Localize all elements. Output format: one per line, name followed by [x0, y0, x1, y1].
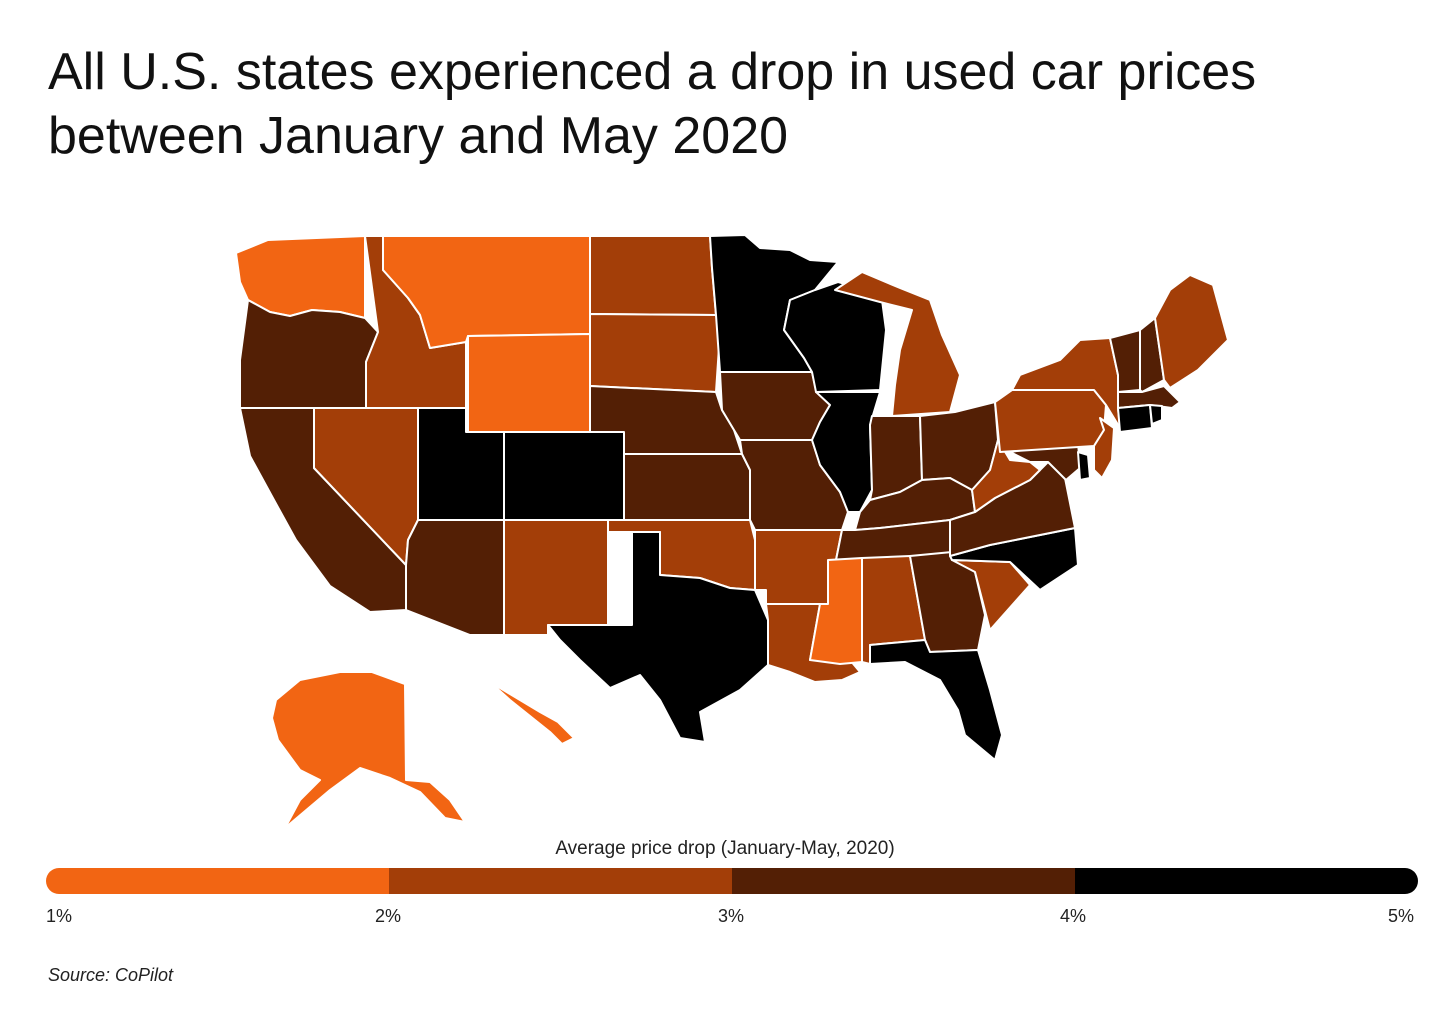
legend-tick-4: 4%: [1060, 906, 1087, 926]
legend-segment-2-3: [389, 868, 732, 894]
state-nh[interactable]: [1139, 317, 1165, 393]
color-scale-legend: [46, 868, 1418, 894]
state-de[interactable]: [1077, 451, 1091, 481]
state-co[interactable]: [503, 431, 625, 521]
state-nj[interactable]: [1093, 417, 1115, 479]
state-nm[interactable]: [503, 519, 609, 636]
state-hi[interactable]: [489, 681, 575, 745]
legend-segment-4-5: [1075, 868, 1418, 894]
state-me[interactable]: [1154, 274, 1229, 389]
legend-tick-5: 5%: [1388, 906, 1415, 926]
state-wi[interactable]: [783, 281, 887, 393]
state-fl[interactable]: [869, 639, 1003, 761]
state-wv[interactable]: [971, 439, 1041, 513]
legend-title: Average price drop (January-May, 2020): [555, 838, 895, 859]
state-ri[interactable]: [1149, 404, 1163, 425]
us-choropleth-map: [235, 234, 1229, 829]
legend-segment-1-2: [46, 868, 389, 894]
state-az[interactable]: [405, 519, 505, 636]
state-nd[interactable]: [589, 235, 717, 316]
state-tx[interactable]: [547, 531, 769, 743]
state-ks[interactable]: [623, 453, 751, 521]
legend-segment-3-4: [732, 868, 1075, 894]
state-sd[interactable]: [589, 313, 721, 393]
state-ct[interactable]: [1117, 404, 1153, 433]
state-pa[interactable]: [994, 389, 1107, 453]
state-wy[interactable]: [467, 333, 591, 433]
chart-title: All U.S. states experienced a drop in us…: [48, 43, 1257, 165]
state-or[interactable]: [239, 299, 379, 409]
legend-tick-3: 3%: [718, 906, 745, 926]
state-ak[interactable]: [271, 671, 466, 829]
source-note: Source: CoPilot: [48, 965, 174, 985]
legend-tick-1: 1%: [46, 906, 73, 926]
legend-tick-2: 2%: [375, 906, 402, 926]
